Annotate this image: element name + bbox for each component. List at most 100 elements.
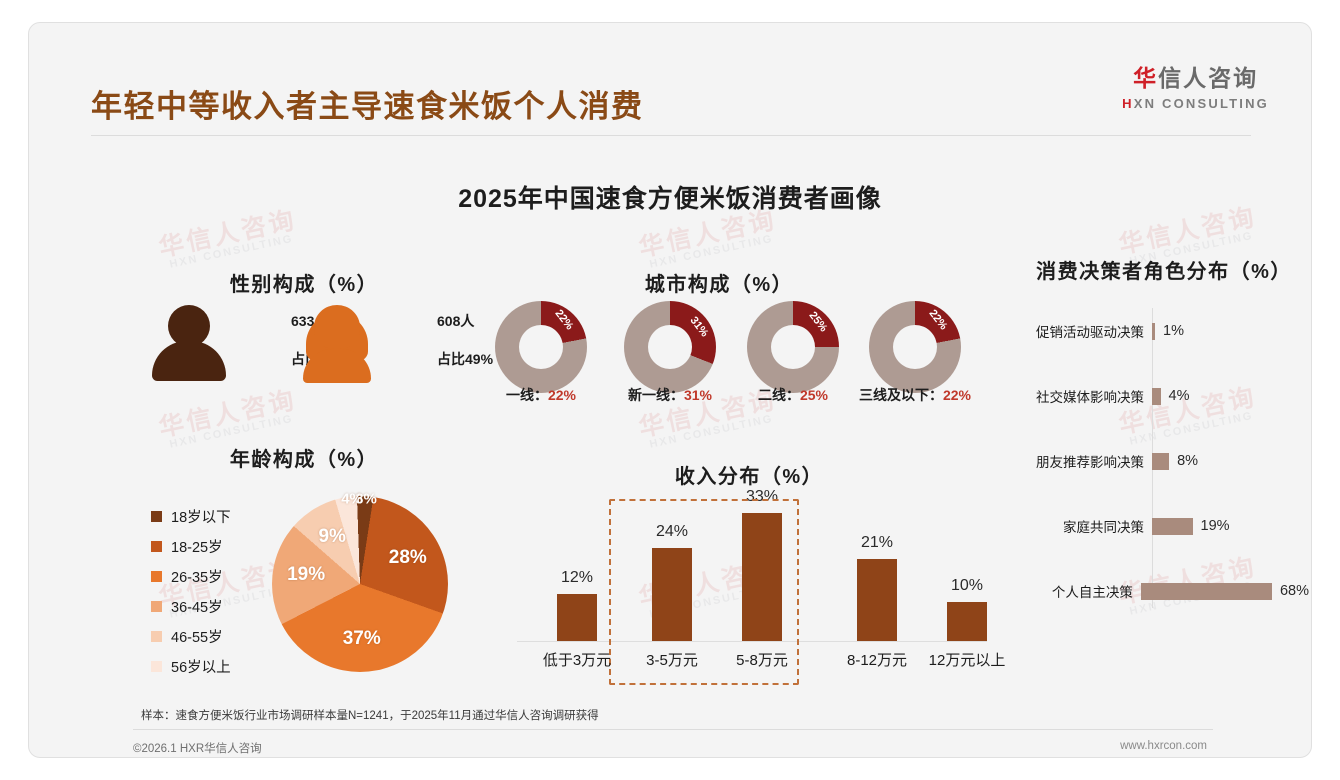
watermark: 华信人咨询 HXN CONSULTING <box>156 205 302 273</box>
income-bar-category: 3-5万元 <box>646 652 698 669</box>
decision-bar <box>1140 582 1272 600</box>
city-label-三线及以下: 三线及以下：22% <box>840 385 990 405</box>
city-donut-一线: 22% <box>495 301 587 393</box>
decision-value: 19% <box>1200 518 1230 534</box>
legend-swatch <box>151 630 162 642</box>
age-pie-graphic <box>272 496 448 672</box>
legend-swatch <box>151 540 162 552</box>
city-label-text: 新一线： <box>627 387 684 403</box>
legend-label: 46-55岁 <box>171 629 223 646</box>
logo-english-text: HXN CONSULTING <box>1122 96 1269 111</box>
income-bar <box>742 512 782 641</box>
decision-value: 1% <box>1163 323 1184 339</box>
copyright-text: ©2026.1 HXR华信人咨询 <box>133 743 262 755</box>
decision-row: 促销活动驱动决策 1% <box>1029 320 1309 342</box>
watermark-cn: 华信人咨询 <box>156 385 300 443</box>
city-label-text: 一线： <box>505 387 548 403</box>
male-figure-icon <box>149 305 229 385</box>
donut-hole <box>771 325 815 369</box>
pie-slice-label: 37% <box>342 627 381 649</box>
income-highlight-box <box>609 499 799 685</box>
income-bar-value: 10% <box>950 577 984 595</box>
income-bar-category: 低于3万元 <box>542 652 612 669</box>
chart-subtitle: 2025年中国速食方便米饭消费者画像 <box>458 185 882 213</box>
page-title: 年轻中等收入者主导速食米饭个人消费 <box>91 89 644 124</box>
legend-label: 18岁以下 <box>171 509 231 526</box>
age-pie-chart: 3% 28% 37% 19% 9% 4% <box>272 490 448 672</box>
city-donut-二线: 25% <box>747 301 839 393</box>
income-bar-value: 21% <box>860 534 894 552</box>
decision-bar <box>1152 452 1170 470</box>
logo-en-rest: XN CONSULTING <box>1133 96 1269 111</box>
age-legend-item: 18岁以下 <box>151 501 231 531</box>
watermark-cn: 华信人咨询 <box>156 205 300 263</box>
decision-label: 家庭共同决策 <box>1063 520 1144 535</box>
age-legend-item: 56岁以上 <box>151 651 231 681</box>
watermark: 华信人咨询 HXN CONSULTING <box>636 205 782 273</box>
city-label-新一线: 新一线：31% <box>595 385 745 405</box>
decision-bar-chart: 促销活动驱动决策 1% 社交媒体影响决策 4% 朋友推荐影响决策 8% 家庭共同决策 19% 个… <box>1029 308 1309 618</box>
pie-slice-label: 19% <box>287 564 326 586</box>
footer-divider <box>133 729 1213 730</box>
legend-swatch <box>151 660 162 672</box>
income-bar-chart: 12% 24% 33% 21% 10% <box>517 488 987 641</box>
income-bar <box>857 559 897 641</box>
age-legend-item: 18-25岁 <box>151 531 231 561</box>
pie-slice-label: 28% <box>388 546 427 568</box>
sample-note: 样本：速食方便米饭行业市场调研样本量N=1241，于2025年11月通过华信人咨… <box>141 710 599 722</box>
infographic-slide: 华信人咨询 HXN CONSULTING 华信人咨询 HXN CONSULTIN… <box>28 22 1312 758</box>
city-label-value: 31% <box>683 387 713 403</box>
decision-value: 68% <box>1279 583 1309 599</box>
decision-label: 社交媒体影响决策 <box>1036 390 1144 405</box>
decision-row: 家庭共同决策 19% <box>1029 515 1309 537</box>
legend-label: 26-35岁 <box>171 569 223 586</box>
female-count: 608人 <box>437 313 475 329</box>
decision-bar <box>1152 322 1155 340</box>
city-label-value: 25% <box>799 387 829 403</box>
logo-en-accent: H <box>1122 96 1134 111</box>
decision-value: 4% <box>1168 388 1190 404</box>
income-bar <box>652 547 692 641</box>
decision-value: 8% <box>1177 453 1199 469</box>
pie-slice-label: 4% <box>341 490 363 508</box>
decision-row: 朋友推荐影响决策 8% <box>1029 450 1309 472</box>
age-legend-item: 46-55岁 <box>151 621 231 651</box>
city-label-value: 22% <box>547 387 577 403</box>
age-legend-item: 26-35岁 <box>151 561 231 591</box>
header-divider <box>91 135 1251 136</box>
age-section-title: 年龄构成（%） <box>229 449 379 471</box>
income-bar-value: 12% <box>560 569 594 587</box>
female-figure-icon <box>297 305 377 385</box>
decision-bar <box>1152 517 1193 535</box>
age-legend-item: 36-45岁 <box>151 591 231 621</box>
logo-cn-accent: 华 <box>1133 65 1159 91</box>
website-url: www.hxrcon.com <box>1120 740 1207 752</box>
legend-swatch <box>151 600 162 612</box>
pie-slice-label: 9% <box>318 526 346 548</box>
pie-slice-label: 3% <box>355 490 377 508</box>
income-bar <box>557 594 597 641</box>
legend-label: 36-45岁 <box>171 599 223 616</box>
slide-header: 年轻中等收入者主导速食米饭个人消费 华信人咨询 HXN CONSULTING <box>29 23 1311 136</box>
logo-cn-rest: 信人咨询 <box>1158 65 1259 91</box>
gender-section-title: 性别构成（%） <box>229 274 379 296</box>
watermark-cn: 华信人咨询 <box>636 205 780 263</box>
decision-label: 个人自主决策 <box>1051 585 1133 600</box>
decision-bar <box>1152 387 1161 405</box>
city-label-text: 二线： <box>757 387 800 403</box>
city-label-一线: 一线：22% <box>466 385 616 405</box>
income-bar <box>947 602 987 641</box>
decision-row: 社交媒体影响决策 4% <box>1029 385 1309 407</box>
legend-swatch <box>151 510 162 522</box>
legend-label: 18-25岁 <box>171 539 223 556</box>
income-bar-category: 5-8万元 <box>736 652 788 669</box>
donut-hole <box>519 325 563 369</box>
city-section-title: 城市构成（%） <box>644 274 794 296</box>
city-donut-新一线: 31% <box>624 301 716 393</box>
donut-hole <box>648 325 692 369</box>
donut-hole <box>893 325 937 369</box>
watermark-en: HXN CONSULTING <box>648 232 775 271</box>
income-bar-value: 24% <box>655 522 689 540</box>
decision-label: 促销活动驱动决策 <box>1036 325 1144 340</box>
city-label-二线: 二线：25% <box>718 385 868 405</box>
